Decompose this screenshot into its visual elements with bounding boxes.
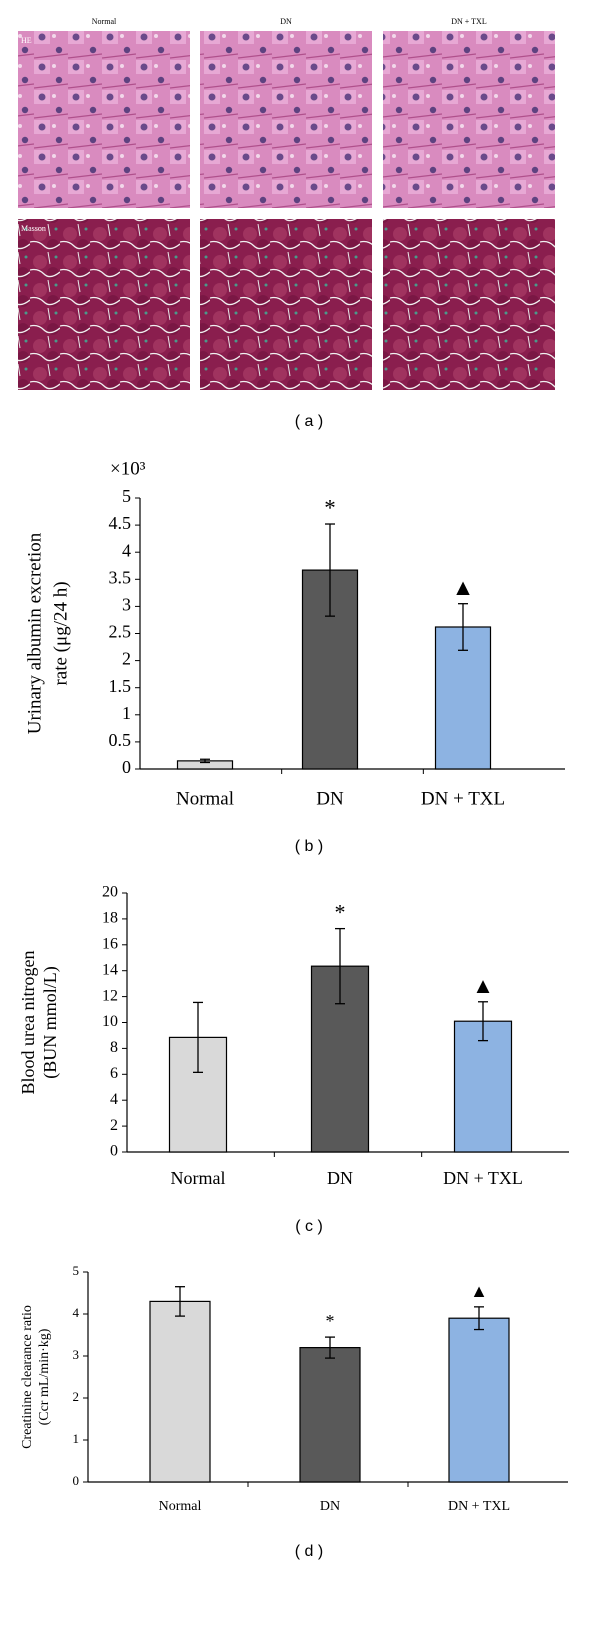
y-tick-label: 1 <box>73 1431 80 1446</box>
x-tick-label: DN + TXL <box>443 1168 523 1188</box>
error-bar <box>175 1286 185 1317</box>
y-tick-label: 2 <box>73 1389 80 1404</box>
significance-marker: ▲ <box>452 575 475 600</box>
column-label: DN + TXL <box>451 17 487 26</box>
x-tick-label: DN <box>316 788 344 809</box>
bar <box>448 1317 510 1483</box>
y-tick-label: 20 <box>102 884 118 901</box>
row-label: Masson <box>21 224 46 233</box>
micrograph <box>18 31 190 208</box>
y-tick-label: 3 <box>73 1347 80 1362</box>
error-bar <box>325 1336 335 1359</box>
x-tick-label: Normal <box>176 788 234 809</box>
x-tick-label: DN <box>320 1499 340 1514</box>
x-tick-label: DN <box>327 1168 353 1188</box>
y-tick-label: 4 <box>122 540 131 560</box>
y-tick-label: 4 <box>73 1305 80 1320</box>
bar <box>149 1300 211 1483</box>
y-axis-label: (Ccr mL/min·kg) <box>37 1328 52 1425</box>
y-axis-label: Urinary albumin excretion <box>24 532 45 734</box>
error-bar <box>458 603 468 651</box>
y-tick-label: 18 <box>102 910 118 927</box>
x-tick-label: Normal <box>159 1499 202 1514</box>
y-tick-label: 2 <box>122 649 131 669</box>
y-tick-label: 4.5 <box>109 513 132 533</box>
significance-marker: * <box>324 495 336 520</box>
row-label: HE <box>21 36 32 45</box>
y-tick-label: 0 <box>73 1473 80 1488</box>
caption: ( b ) <box>295 838 323 855</box>
y-tick-label: 6 <box>110 1065 118 1082</box>
error-bar <box>335 927 345 1005</box>
y-tick-label: 0 <box>110 1143 118 1160</box>
x-tick-label: DN + TXL <box>421 788 505 809</box>
column-label: Normal <box>92 17 117 26</box>
micrograph <box>200 219 372 390</box>
y-tick-label: 3 <box>122 595 131 615</box>
y-tick-label: 1.5 <box>109 676 132 696</box>
y-tick-label: 0.5 <box>109 730 132 750</box>
caption: ( d ) <box>295 1543 323 1560</box>
error-bar <box>478 1001 488 1042</box>
y-tick-label: 4 <box>110 1091 118 1108</box>
y-tick-label: 1 <box>122 703 131 723</box>
bar <box>310 965 370 1153</box>
significance-marker: * <box>335 900 346 925</box>
bar <box>453 1020 513 1153</box>
y-tick-label: 5 <box>73 1263 80 1278</box>
y-tick-label: 8 <box>110 1039 118 1056</box>
y-axis-label: Creatinine clearance ratio <box>20 1305 35 1449</box>
y-tick-label: 10 <box>102 1013 118 1030</box>
error-bar <box>325 523 335 617</box>
y-axis-label: rate (μg/24 h) <box>50 581 71 685</box>
error-bar <box>193 1001 203 1074</box>
y-axis-label: Blood urea nitrogen <box>18 951 38 1095</box>
micrograph <box>383 31 555 208</box>
caption: ( c ) <box>295 1218 323 1235</box>
caption: ( a ) <box>295 413 323 430</box>
micrograph <box>200 31 372 208</box>
micrograph <box>383 219 555 390</box>
y-tick-label: 2 <box>110 1117 118 1134</box>
y-multiplier: ×10³ <box>110 458 146 479</box>
significance-marker: ▲ <box>472 973 494 998</box>
y-tick-label: 12 <box>102 987 118 1004</box>
y-tick-label: 0 <box>122 757 131 777</box>
y-tick-label: 5 <box>122 486 131 506</box>
error-bar <box>200 758 210 764</box>
y-tick-label: 16 <box>102 935 118 952</box>
error-bar <box>474 1306 484 1331</box>
y-tick-label: 2.5 <box>109 622 132 642</box>
y-axis-label: (BUN mmol/L) <box>40 966 61 1079</box>
y-tick-label: 3.5 <box>109 567 132 587</box>
x-tick-label: DN + TXL <box>448 1499 510 1514</box>
significance-marker: ▲ <box>470 1281 488 1301</box>
x-tick-label: Normal <box>171 1168 226 1188</box>
y-tick-label: 14 <box>102 961 118 978</box>
column-label: DN <box>280 17 292 26</box>
bar <box>299 1346 361 1483</box>
significance-marker: * <box>326 1311 335 1331</box>
micrograph <box>18 219 190 390</box>
